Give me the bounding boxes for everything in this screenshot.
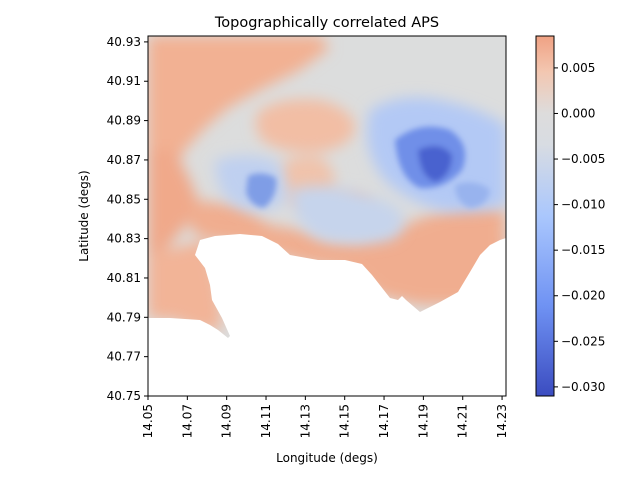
x-tick-label: 14.17 <box>377 404 391 438</box>
x-tick-label: 14.07 <box>180 404 194 438</box>
heatmap-field <box>148 36 506 396</box>
north-west-warm-land <box>148 36 330 220</box>
x-tick-label: 14.19 <box>416 404 430 438</box>
colorbar-gradient <box>535 35 555 397</box>
y-tick-label: 40.93 <box>107 35 141 49</box>
x-tick-label: 14.11 <box>259 404 273 438</box>
colorbar-tick-label: −0.025 <box>561 334 605 348</box>
west-warm-band <box>148 150 200 255</box>
y-tick-label: 40.85 <box>107 192 141 206</box>
plot-frame <box>147 35 507 397</box>
deep-cool-regions <box>246 126 490 208</box>
y-axis-label: Latitude (degs) <box>77 170 91 261</box>
y-tick-label: 40.87 <box>107 153 141 167</box>
x-tick-label: 14.09 <box>220 404 234 438</box>
y-tick-label: 40.89 <box>107 114 141 128</box>
coastal-islet-mask <box>360 299 400 312</box>
east-cool-spot <box>455 182 490 208</box>
south-coast-warm-land <box>190 200 506 305</box>
y-axis: 40.93 40.91 40.89 40.87 40.85 40.83 40.81 40.79… <box>107 35 148 403</box>
depression-core <box>418 146 452 182</box>
x-tick-label: 14.21 <box>456 404 470 438</box>
y-tick-label: 40.77 <box>107 350 141 364</box>
west-cool-spot <box>246 173 277 208</box>
x-axis-label: Longitude (degs) <box>276 451 378 465</box>
x-axis: 14.05 14.07 14.09 14.11 14.13 14.15 14.17 14.19… <box>141 396 509 438</box>
y-tick-label: 40.79 <box>107 310 141 324</box>
colorbar-tick-label: −0.015 <box>561 243 605 257</box>
x-tick-label: 14.23 <box>495 404 509 438</box>
y-tick-label: 40.91 <box>107 74 141 88</box>
colorbar-tick-label: −0.010 <box>561 198 605 212</box>
colorbar-tick-label: −0.030 <box>561 380 605 394</box>
colorbar-tick-label: 0.005 <box>561 61 595 75</box>
colorbar-tick-label: 0.000 <box>561 106 595 120</box>
y-tick-label: 40.75 <box>107 389 141 403</box>
sea-no-data-mask <box>148 234 506 396</box>
south-central-cool-zone <box>290 186 404 244</box>
y-tick-label: 40.81 <box>107 271 141 285</box>
y-tick-label: 40.83 <box>107 232 141 246</box>
colorbar-tick-label: −0.005 <box>561 152 605 166</box>
chart-title: Topographically correlated APS <box>214 15 439 31</box>
x-tick-label: 14.05 <box>141 404 155 438</box>
colorbar-ticks: 0.005 0.000 −0.005 −0.010 −0.015 −0.020 −0.025… <box>554 61 605 394</box>
colorbar-tick-label: −0.020 <box>561 289 605 303</box>
north-center-warm-patch <box>255 99 356 153</box>
x-tick-label: 14.13 <box>298 404 312 438</box>
colorbar: 0.005 0.000 −0.005 −0.010 −0.015 −0.020 −0.025… <box>535 35 605 397</box>
warm-regions <box>148 36 506 330</box>
x-tick-label: 14.15 <box>338 404 352 438</box>
